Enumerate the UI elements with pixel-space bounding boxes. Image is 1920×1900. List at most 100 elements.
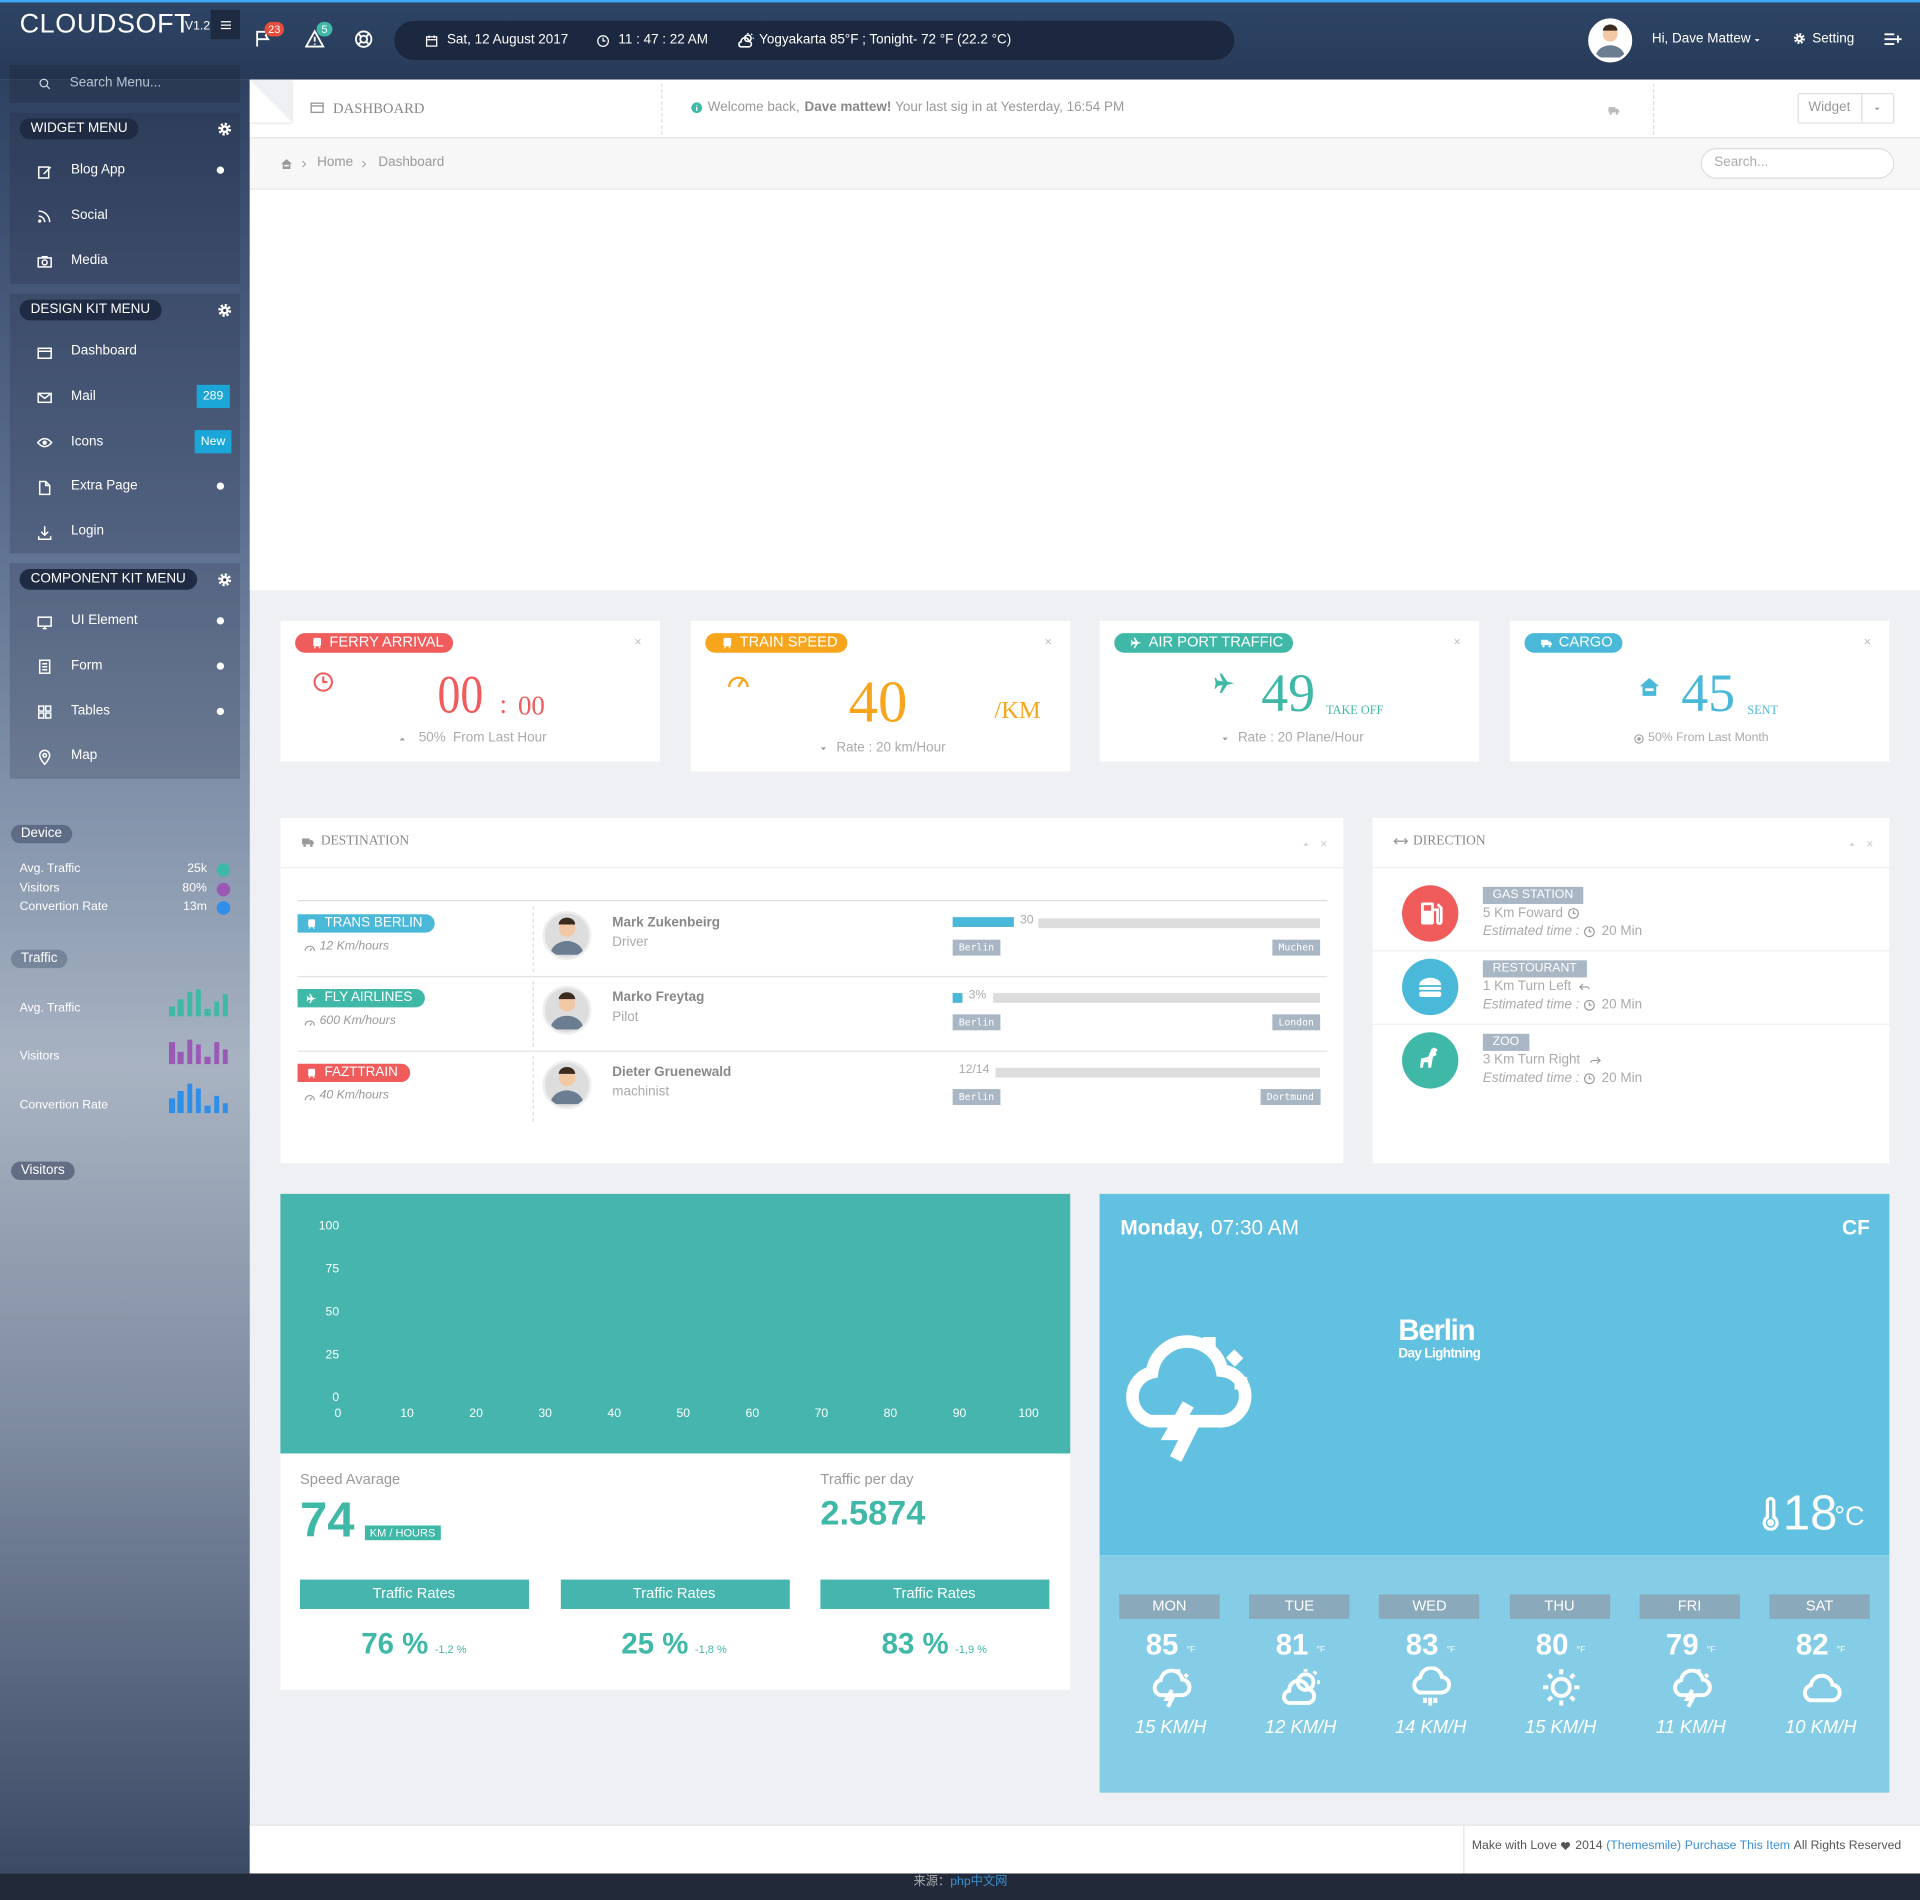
icon-part: [309, 1097, 313, 1101]
avatar: [542, 911, 592, 961]
icon: [1567, 907, 1579, 919]
icon-part: [820, 746, 826, 750]
fold: [249, 79, 292, 123]
tag: Berlin: [952, 939, 1001, 956]
icon-part: [304, 1020, 315, 1026]
icon-part: [425, 35, 437, 47]
icon: [36, 209, 52, 225]
icon: [280, 158, 292, 170]
divider: [532, 1055, 535, 1122]
icon-part: [304, 1095, 315, 1101]
divider: [297, 1050, 1328, 1052]
icon-part: [738, 36, 753, 48]
label: Day Lightning: [1398, 1346, 1481, 1362]
label: :: [499, 688, 508, 720]
icon-part: [42, 625, 47, 629]
label: 50% From Last Month: [1648, 731, 1769, 745]
stat-value: 00: [437, 664, 484, 725]
icon-part: [36, 615, 52, 629]
icon: [36, 614, 52, 630]
label: Driver: [612, 935, 649, 950]
icon-part: [359, 34, 369, 44]
icon-part: [362, 160, 367, 168]
rate-value: 25 %: [621, 1627, 689, 1661]
day-temp: 81: [1275, 1628, 1309, 1662]
dot: [216, 707, 225, 715]
mini-bar: [195, 1044, 202, 1065]
divider: [1463, 1824, 1465, 1874]
divider: [532, 906, 535, 973]
dot: [216, 482, 225, 491]
label: 12 Km/hours: [319, 939, 390, 953]
pill: Traffic: [11, 949, 68, 968]
menu-item: Blog App: [71, 162, 125, 178]
icon: [304, 1016, 316, 1028]
icon-part: [304, 29, 325, 48]
label: Home: [317, 155, 354, 170]
icon-part: [1320, 840, 1327, 847]
icon: [633, 637, 643, 647]
icon-part: [1045, 638, 1051, 645]
divider: [1372, 866, 1890, 869]
icon: [36, 749, 52, 766]
label: 5 Km Foward: [1482, 905, 1563, 921]
icon-part: [1590, 1056, 1601, 1064]
icon-part: [1762, 1496, 1779, 1531]
x-tick-label: 20: [469, 1407, 483, 1421]
icon-part: [1542, 1669, 1579, 1706]
label: 600 Km/hours: [319, 1014, 396, 1028]
label: 3 Km Turn Right: [1482, 1052, 1581, 1068]
icon: [1416, 899, 1445, 928]
icon: [1319, 839, 1329, 849]
stat-value: 45: [1681, 663, 1736, 724]
icon-part: [1419, 986, 1442, 990]
label: Estimated time :: [1482, 924, 1580, 939]
label: Hi, Dave Mattew: [1651, 31, 1751, 47]
label: Search...: [1714, 155, 1769, 170]
mini-bar: [204, 1008, 211, 1017]
label: Estimated time :: [1482, 1071, 1580, 1086]
rate-value: 76 %: [361, 1627, 429, 1661]
pill: FERRY ARRIVAL: [295, 633, 454, 653]
icon: [216, 571, 232, 587]
day-temp: 82: [1795, 1628, 1829, 1662]
icon: [312, 671, 334, 693]
icon: [1117, 1329, 1252, 1464]
icon-part: [1419, 977, 1442, 986]
icon-part: [1302, 842, 1309, 846]
icon-part: [558, 1066, 576, 1074]
mini-bar: [177, 1091, 184, 1114]
icon: [1846, 838, 1857, 849]
icon-part: [1163, 1688, 1176, 1708]
icon: [1416, 1046, 1445, 1075]
icon-part: [1608, 107, 1620, 115]
icon: [1416, 972, 1445, 1001]
day-tag: MON: [1119, 1594, 1220, 1619]
icon-part: [217, 303, 231, 317]
icon-part: [38, 749, 50, 766]
route-tag: TRANS BERLIN: [297, 914, 435, 933]
x-tick-label: 30: [538, 1407, 552, 1421]
blank-area: [249, 189, 1920, 591]
label: 80%: [182, 881, 207, 895]
icon: [1872, 104, 1882, 114]
icon-part: [1130, 637, 1142, 649]
icon: [545, 1063, 589, 1107]
avatar: [542, 985, 592, 1035]
menu-item: Extra Page: [71, 478, 138, 494]
icon-part: [1583, 926, 1595, 938]
icon-part: [308, 1069, 314, 1073]
day-tag: THU: [1509, 1594, 1610, 1619]
icon-part: [37, 712, 44, 719]
icon-part: [1423, 905, 1432, 911]
icon-part: [635, 638, 641, 645]
icon-part: [1568, 908, 1579, 919]
icon-part: [310, 102, 324, 114]
icon-part: [1421, 902, 1443, 925]
icon-part: [1548, 645, 1551, 648]
y-tick-label: 50: [325, 1305, 340, 1320]
icon: [596, 34, 609, 47]
label: Pilot: [612, 1009, 639, 1025]
icon-part: [1561, 1842, 1571, 1851]
label: Monday,: [1120, 1216, 1204, 1240]
